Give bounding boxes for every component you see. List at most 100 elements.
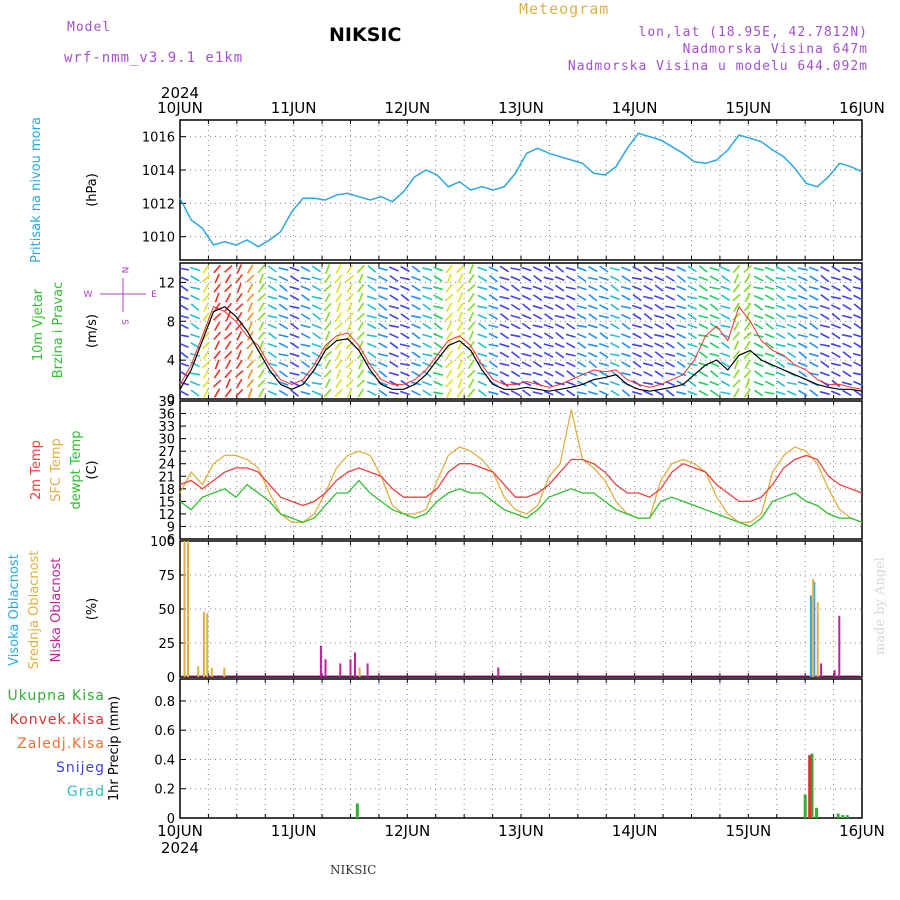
wind-arrow: [267, 332, 277, 340]
wind-arrow: [358, 292, 364, 303]
y-tick-label: 9: [167, 520, 175, 535]
wind-arrow: [765, 275, 775, 282]
panel-frame: [179, 262, 863, 400]
wind-arrow: [267, 304, 278, 311]
wind-arrow: [214, 292, 220, 303]
wind-arrow: [753, 361, 764, 368]
wind-arrow: [335, 378, 343, 389]
wind-arrow: [190, 314, 201, 320]
wind-arrow: [388, 324, 399, 328]
y-axis-label: (%): [85, 598, 100, 621]
wind-arrow: [433, 333, 444, 339]
wind-arrow: [733, 340, 740, 351]
wind-arrow: [853, 294, 863, 301]
wind-arrow: [676, 313, 686, 320]
wind-panel-label-2: Brzina i Pravac: [51, 282, 66, 379]
wind-arrow: [743, 350, 752, 359]
wind-arrow: [831, 332, 841, 340]
wind-arrow: [720, 371, 731, 377]
wind-arrow: [334, 322, 343, 331]
wind-arrow: [654, 361, 665, 367]
wind-arrow: [224, 388, 232, 398]
wind-arrow: [300, 380, 311, 387]
x-tick-label-bottom: 15JUN: [725, 822, 771, 840]
wind-arrow: [632, 332, 642, 339]
wind-arrow: [775, 332, 786, 339]
wind-arrow: [468, 264, 474, 274]
wind-arrow: [499, 362, 510, 367]
y-tick-label: 18: [158, 483, 175, 498]
wind-arrow: [300, 390, 311, 396]
wind-arrow: [357, 283, 365, 293]
wind-arrow: [335, 283, 342, 293]
wind-arrow: [444, 293, 454, 302]
wind-arrow: [213, 350, 221, 360]
wind-arrow: [764, 266, 775, 272]
wind-arrow: [842, 361, 852, 367]
wind-arrow: [853, 275, 863, 282]
wind-arrow: [598, 342, 609, 348]
wind-arrow: [234, 370, 244, 378]
wind-arrow: [289, 313, 300, 320]
wind-arrow: [687, 313, 697, 321]
wind-arrow: [377, 314, 388, 320]
wind-arrow: [388, 266, 399, 272]
wind-arrow: [665, 389, 675, 397]
wind-arrow: [521, 266, 532, 272]
wind-arrow: [643, 362, 654, 367]
y-tick-label: 1014: [142, 164, 175, 179]
wind-arrow: [554, 323, 565, 330]
wind-arrow: [698, 370, 709, 378]
wind-arrow: [743, 302, 752, 312]
wind-arrow: [190, 333, 201, 339]
wind-arrow: [744, 273, 751, 284]
wind-arrow: [300, 332, 311, 339]
wind-arrow: [775, 285, 786, 291]
wind-arrow: [654, 389, 664, 397]
wind-arrow: [698, 303, 709, 311]
wind-arrow: [357, 340, 364, 351]
wind-arrow: [346, 302, 353, 312]
wind-arrow: [500, 312, 509, 321]
wind-arrow: [510, 295, 521, 300]
wind-arrow: [744, 292, 751, 303]
wind-arrow: [786, 381, 797, 386]
wind-arrow: [687, 371, 698, 377]
wind-arrow: [521, 352, 532, 357]
wind-arrow: [753, 267, 764, 271]
wind-arrow: [654, 295, 665, 301]
wind-arrow: [178, 334, 190, 338]
wind-arrow: [775, 371, 786, 377]
sfc-temp-panel-label: SFC Temp: [49, 438, 64, 502]
wind-arrow: [378, 303, 388, 311]
wind-arrow: [477, 361, 488, 368]
wind-arrow: [543, 304, 554, 310]
wind-arrow: [654, 381, 665, 386]
wind-arrow: [422, 389, 432, 397]
wind-arrow: [621, 313, 631, 320]
wind-arrow: [576, 324, 587, 328]
wind-arrow: [289, 341, 300, 349]
wind-arrow: [709, 266, 720, 272]
wind-arrow: [411, 362, 422, 367]
wind-arrow: [532, 285, 543, 291]
wind-arrow: [610, 284, 620, 292]
wind-arrow: [787, 265, 797, 273]
wind-arrow: [720, 341, 730, 349]
wind-arrow: [621, 322, 631, 330]
wind-arrow: [687, 295, 698, 300]
wind-arrow: [445, 283, 453, 293]
wind-arrow: [786, 390, 797, 396]
wind-arrow: [841, 267, 853, 271]
wind-arrow: [654, 303, 664, 311]
wind-arrow: [324, 378, 331, 389]
temp-2m-line: [179, 454, 863, 507]
wind-arrow: [577, 275, 587, 283]
wind-arrow: [467, 359, 475, 370]
wind-arrow: [278, 342, 289, 349]
wind-arrow: [709, 380, 720, 387]
wind-arrow: [499, 304, 510, 311]
wind-arrow: [566, 370, 576, 378]
wind-arrow: [179, 275, 189, 282]
wind-arrow: [565, 333, 576, 338]
